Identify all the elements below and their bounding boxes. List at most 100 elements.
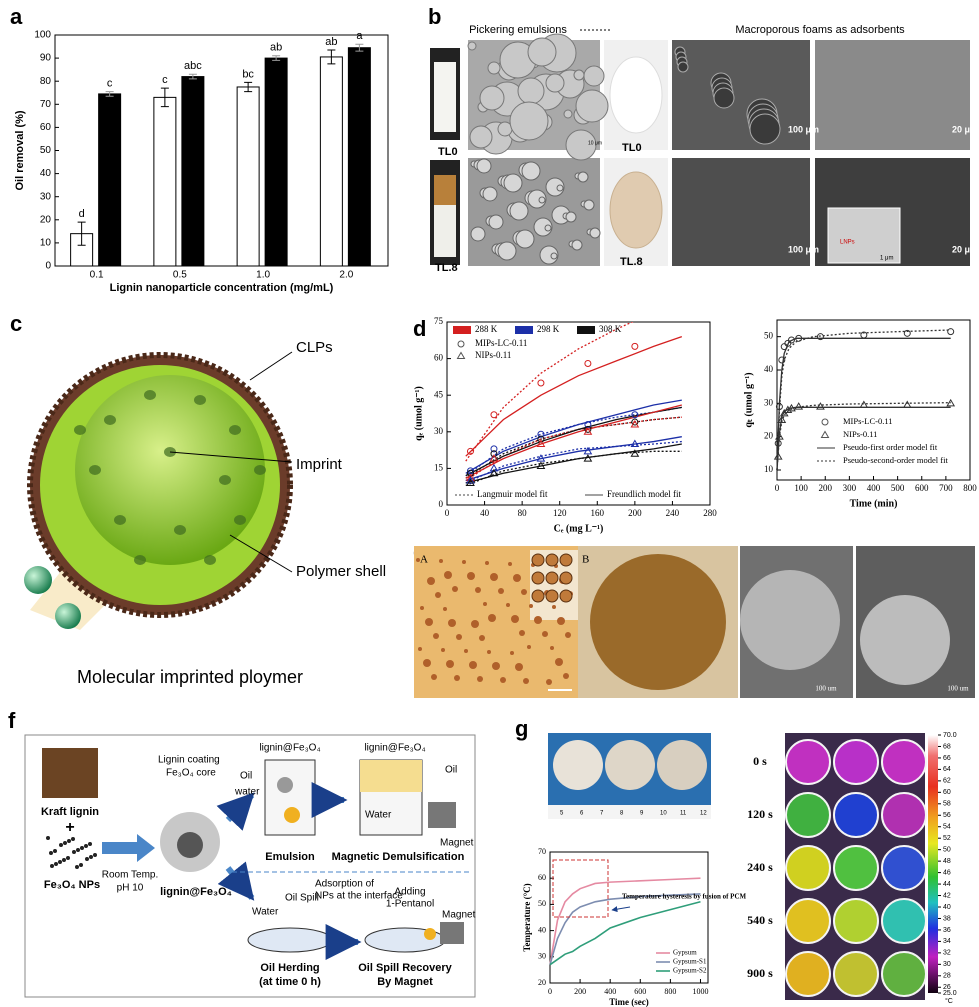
annotation-arrow bbox=[611, 906, 631, 913]
point bbox=[456, 351, 466, 359]
sample-label: TL0 bbox=[438, 146, 458, 158]
particle bbox=[452, 586, 458, 592]
droplet bbox=[545, 553, 559, 567]
particle bbox=[420, 606, 424, 610]
particle bbox=[513, 574, 521, 582]
fit-line bbox=[465, 436, 682, 482]
ruler-label: 7 bbox=[600, 811, 604, 817]
droplet bbox=[470, 226, 486, 242]
point bbox=[816, 333, 824, 341]
oil-layer bbox=[360, 760, 422, 792]
legend-label: Freundlich model fit bbox=[607, 489, 681, 499]
colorbar-label: 60 bbox=[943, 789, 951, 796]
magnet bbox=[440, 922, 464, 944]
y-tick-label: 75 bbox=[434, 316, 444, 326]
particle bbox=[860, 595, 950, 685]
arrow bbox=[216, 792, 255, 831]
y-axis-label: Oil removal (%) bbox=[14, 110, 26, 190]
panel-g: 20 30 40 50 60 70 0 200 400 600 800 1000 Time (sec) T… bbox=[522, 732, 957, 1007]
bar bbox=[347, 47, 371, 267]
significance-letter: bc bbox=[242, 68, 254, 80]
np bbox=[54, 862, 58, 866]
label: pH 10 bbox=[117, 883, 144, 894]
particle bbox=[475, 587, 481, 593]
panel-label: c bbox=[10, 311, 22, 336]
label: Fe₃O₄ NPs bbox=[44, 879, 100, 891]
y-tick-label: 0 bbox=[439, 499, 444, 509]
x-axis-label: Cₑ (mg L⁻¹) bbox=[554, 523, 604, 534]
label: Water bbox=[365, 810, 392, 821]
particle bbox=[427, 577, 435, 585]
point bbox=[778, 356, 786, 364]
particle bbox=[552, 605, 556, 609]
droplet bbox=[583, 65, 605, 87]
panel-label: b bbox=[428, 4, 441, 29]
header: Pickering emulsions bbox=[469, 24, 567, 36]
x-tick-label: 700 bbox=[939, 483, 953, 493]
particle bbox=[441, 648, 445, 652]
bar bbox=[319, 56, 343, 267]
legend-label: 298 K bbox=[537, 324, 560, 334]
point bbox=[583, 446, 593, 455]
point bbox=[773, 452, 783, 460]
sample-thermal bbox=[833, 739, 879, 785]
inset bbox=[827, 207, 901, 264]
scale-label: 20 μm bbox=[952, 244, 978, 254]
label: Magnet bbox=[442, 910, 476, 921]
point bbox=[775, 403, 783, 411]
np bbox=[71, 837, 75, 841]
point bbox=[537, 379, 545, 387]
decoration bbox=[467, 33, 781, 265]
imprint bbox=[219, 475, 231, 485]
sample-thermal bbox=[785, 739, 831, 785]
x-tick-label: 600 bbox=[915, 483, 929, 493]
particle bbox=[479, 635, 485, 641]
y-tick-label: 45 bbox=[434, 389, 444, 399]
point bbox=[777, 415, 787, 423]
fit-line bbox=[465, 440, 682, 484]
x-tick-label: 0.5 bbox=[173, 270, 187, 281]
error-bar bbox=[77, 221, 86, 246]
plot-frame bbox=[446, 321, 711, 506]
series-line bbox=[549, 901, 701, 966]
y-tick-label: 30 bbox=[764, 397, 774, 407]
leader bbox=[229, 534, 293, 573]
foam bbox=[609, 56, 663, 134]
point bbox=[466, 473, 475, 482]
x-tick-label: 400 bbox=[604, 987, 616, 996]
point bbox=[794, 402, 804, 410]
label: Water bbox=[252, 907, 279, 918]
colorbar-unit: °C bbox=[945, 997, 953, 1005]
imprint bbox=[74, 425, 86, 435]
x-tick-label: 400 bbox=[867, 483, 881, 493]
colorbar-label: 46 bbox=[943, 869, 951, 876]
sample-label: TL.8 bbox=[435, 262, 458, 274]
highlight-box bbox=[552, 859, 609, 918]
label: lignin@Fe₃O₄ bbox=[160, 886, 232, 898]
legend-label: MIPs-LC-0.11 bbox=[475, 338, 527, 348]
inset-label: LNPs bbox=[840, 240, 855, 246]
colorbar-label: 68 bbox=[943, 743, 951, 750]
imprint bbox=[204, 555, 216, 565]
particle bbox=[456, 634, 462, 640]
sample-thermal bbox=[881, 951, 927, 997]
y-tick-label: 40 bbox=[40, 168, 52, 179]
droplet bbox=[476, 158, 492, 174]
sample-thermal bbox=[833, 951, 879, 997]
sample bbox=[605, 740, 655, 790]
colorbar-label: 38 bbox=[943, 915, 951, 922]
particle bbox=[521, 589, 527, 595]
y-tick-label: 60 bbox=[434, 353, 444, 363]
label: Room Temp. bbox=[102, 870, 159, 881]
particle bbox=[508, 562, 512, 566]
y-tick-label: 100 bbox=[34, 30, 51, 41]
label: Oil bbox=[240, 771, 252, 782]
y-tick-label: 50 bbox=[764, 331, 774, 341]
dish bbox=[247, 927, 333, 953]
colorbar-label: 52 bbox=[943, 835, 951, 842]
frame bbox=[24, 734, 476, 998]
y-tick-label: 20 bbox=[764, 431, 774, 441]
particle bbox=[454, 675, 460, 681]
series-line bbox=[549, 893, 701, 965]
droplet bbox=[277, 777, 293, 793]
